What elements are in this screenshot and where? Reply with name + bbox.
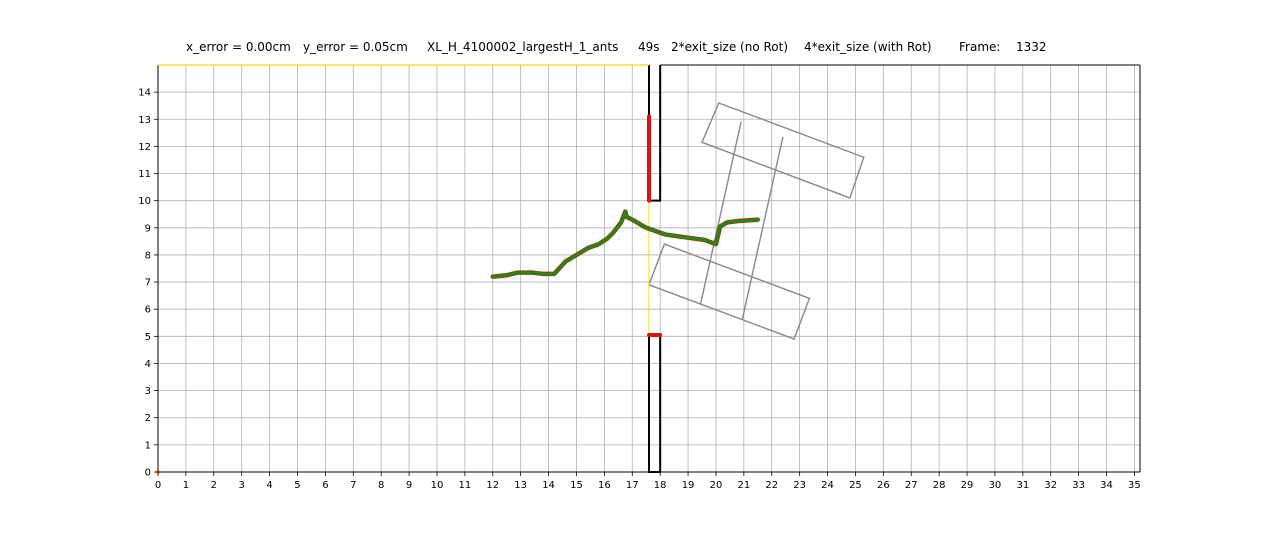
trajectory (490, 209, 761, 279)
trajectory-point (605, 236, 609, 241)
trajectory-point (574, 253, 579, 257)
y-tick-label: 14 (138, 88, 151, 99)
x-tick-label: 10 (431, 480, 444, 491)
title-frame-label: Frame: (959, 40, 1000, 54)
x-tick-label: 27 (905, 480, 918, 491)
x-tick-label: 28 (933, 480, 946, 491)
x-tick-label: 8 (378, 480, 384, 491)
x-tick-label: 24 (821, 480, 834, 491)
x-tick-label: 30 (989, 480, 1002, 491)
title-y-error: y_error = 0.05cm (303, 40, 408, 54)
y-tick-label: 13 (138, 115, 151, 126)
x-tick-label: 5 (294, 480, 300, 491)
x-tick-label: 32 (1044, 480, 1057, 491)
x-tick-label: 35 (1128, 480, 1141, 491)
x-tick-label: 16 (598, 480, 611, 491)
trajectory-shadow (490, 209, 761, 279)
x-tick-label: 18 (654, 480, 667, 491)
x-tick-label: 7 (350, 480, 356, 491)
plot-frame (156, 64, 1141, 474)
trajectory-point (663, 232, 668, 237)
trajectory-point (624, 215, 629, 219)
trajectory-point (490, 274, 495, 279)
trajectory-point (683, 235, 688, 240)
shape-part (648, 243, 811, 340)
trajectory-point (623, 209, 628, 214)
title-with-rot: 4*exit_size (with Rot) (804, 40, 932, 54)
trajectory-point (504, 273, 509, 278)
y-tick-label: 0 (145, 468, 151, 479)
y-tick-label: 8 (145, 250, 151, 261)
x-tick-label: 15 (570, 480, 583, 491)
trajectory-point (702, 238, 707, 242)
x-tick-label: 11 (459, 480, 472, 491)
y-tick-label: 3 (145, 386, 151, 397)
x-tick-label: 25 (849, 480, 862, 491)
x-tick-label: 17 (626, 480, 639, 491)
title-no-rot: 2*exit_size (no Rot) (671, 40, 788, 54)
y-tick-label: 6 (145, 305, 151, 316)
trajectory-point (563, 259, 568, 264)
x-tick-label: 31 (1016, 480, 1029, 491)
trajectory-point (718, 224, 722, 229)
x-tick-label: 4 (266, 480, 272, 491)
x-tick-label: 12 (486, 480, 499, 491)
trajectory-point (630, 217, 635, 222)
y-tick-label: 9 (145, 223, 151, 234)
title-frame-value: 1332 (1016, 40, 1047, 54)
x-tick-label: 2 (211, 480, 217, 491)
x-tick-label: 26 (877, 480, 890, 491)
x-tick-label: 6 (322, 480, 328, 491)
trajectory-point (714, 242, 718, 246)
trajectory-point (596, 242, 601, 246)
title-x-error: x_error = 0.00cm (186, 40, 291, 54)
trajectory-point (516, 270, 520, 275)
trajectory-point (756, 217, 760, 222)
x-tick-label: 21 (737, 480, 750, 491)
trajectory-point (644, 226, 649, 230)
y-tick-label: 1 (145, 440, 151, 451)
y-tick-label: 12 (138, 142, 151, 153)
trajectory-point (530, 270, 534, 275)
shape-part (699, 121, 742, 304)
shape-part (701, 102, 865, 199)
x-axis-ticks: 0 1 2 3 4 5 6 7 8 9 10 11 12 13 14 15 16 17 18 19 20 21 22 23 24… (155, 472, 1141, 491)
x-tick-label: 34 (1100, 480, 1113, 491)
y-tick-label: 7 (145, 278, 151, 289)
x-tick-label: 13 (514, 480, 527, 491)
shape-part (741, 136, 784, 319)
title-time: 49s (638, 40, 660, 54)
trajectory-point (725, 220, 729, 225)
trajectory-point (541, 272, 545, 276)
trajectory-point (736, 219, 741, 223)
y-tick-label: 5 (145, 332, 151, 343)
x-tick-label: 9 (406, 480, 412, 491)
chart-title: x_error = 0.00cm y_error = 0.05cm XL_H_4… (186, 40, 1047, 54)
title-experiment-name: XL_H_4100002_largestH_1_ants (427, 40, 618, 54)
x-tick-label: 1 (183, 480, 189, 491)
x-tick-label: 0 (155, 480, 161, 491)
trajectory-point (585, 246, 590, 250)
load-shape (648, 102, 865, 340)
x-tick-label: 3 (239, 480, 245, 491)
x-tick-label: 33 (1072, 480, 1085, 491)
x-tick-label: 22 (765, 480, 778, 491)
x-tick-label: 14 (542, 480, 555, 491)
trajectory-point (619, 220, 623, 225)
trajectory-point (610, 231, 615, 236)
y-tick-label: 11 (138, 169, 151, 180)
wall-lower-slit (648, 334, 662, 473)
x-tick-label: 23 (793, 480, 806, 491)
x-tick-label: 19 (682, 480, 695, 491)
origin-marker (156, 470, 160, 474)
y-tick-label: 2 (145, 413, 151, 424)
y-tick-label: 4 (145, 359, 151, 370)
x-tick-label: 20 (710, 480, 723, 491)
x-tick-label: 29 (961, 480, 974, 491)
y-tick-label: 10 (138, 196, 151, 207)
trajectory-point (552, 272, 556, 276)
